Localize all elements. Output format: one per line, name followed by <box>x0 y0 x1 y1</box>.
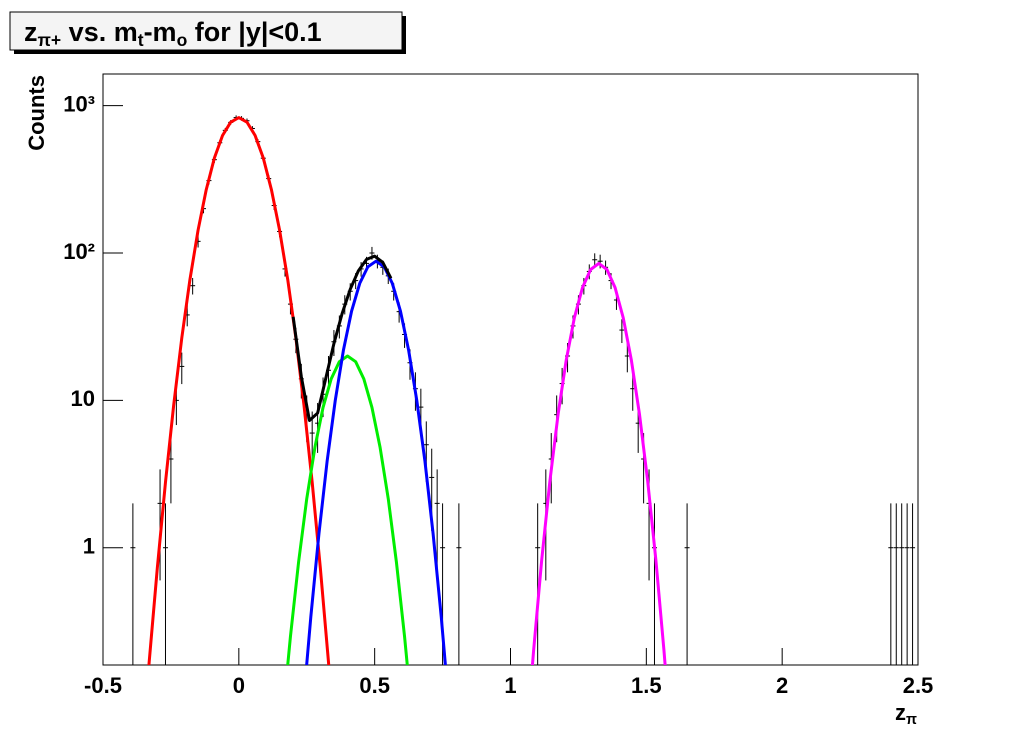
x-tick-label: 0.5 <box>359 673 390 698</box>
x-tick-label: 1 <box>504 673 516 698</box>
y-tick-label: 10² <box>63 239 95 264</box>
y-tick-label: 10 <box>71 386 95 411</box>
x-label-part: π <box>906 712 917 728</box>
plot-frame <box>102 73 919 666</box>
x-tick-label: 1.5 <box>631 673 662 698</box>
x-label-part: z <box>895 700 906 725</box>
fit-curve <box>291 254 393 423</box>
y-tick-label: 10³ <box>63 91 95 116</box>
title-part: π+ <box>38 30 62 50</box>
axes: -0.5 0 0.5 1 1.5 2 2.5 1 10 10² 10³ <box>63 91 933 697</box>
x-tick-label: -0.5 <box>84 673 122 698</box>
x-tick-label: 0 <box>233 673 245 698</box>
x-axis-label: zπ <box>895 700 917 728</box>
title-part: for |y|<0.1 <box>187 17 321 47</box>
title-part: z <box>24 17 38 47</box>
title-box <box>9 11 403 51</box>
x-tick-label: 2 <box>776 673 788 698</box>
fit-curve <box>305 259 447 665</box>
title-part: t <box>138 30 144 50</box>
y-axis-label: Counts <box>24 75 49 151</box>
title-part: vs. m <box>61 17 138 47</box>
fit-curve <box>530 261 667 665</box>
y-tick-label: 1 <box>83 534 95 559</box>
plot-area <box>130 115 916 665</box>
fit-curve <box>286 354 409 665</box>
title-part: -m <box>144 17 177 47</box>
x-tick-label: 2.5 <box>903 673 934 698</box>
title-part: o <box>177 30 188 50</box>
fit-curve <box>147 116 331 665</box>
chart-title: zπ+ vs. mt-mo for |y|<0.1 <box>24 17 322 50</box>
